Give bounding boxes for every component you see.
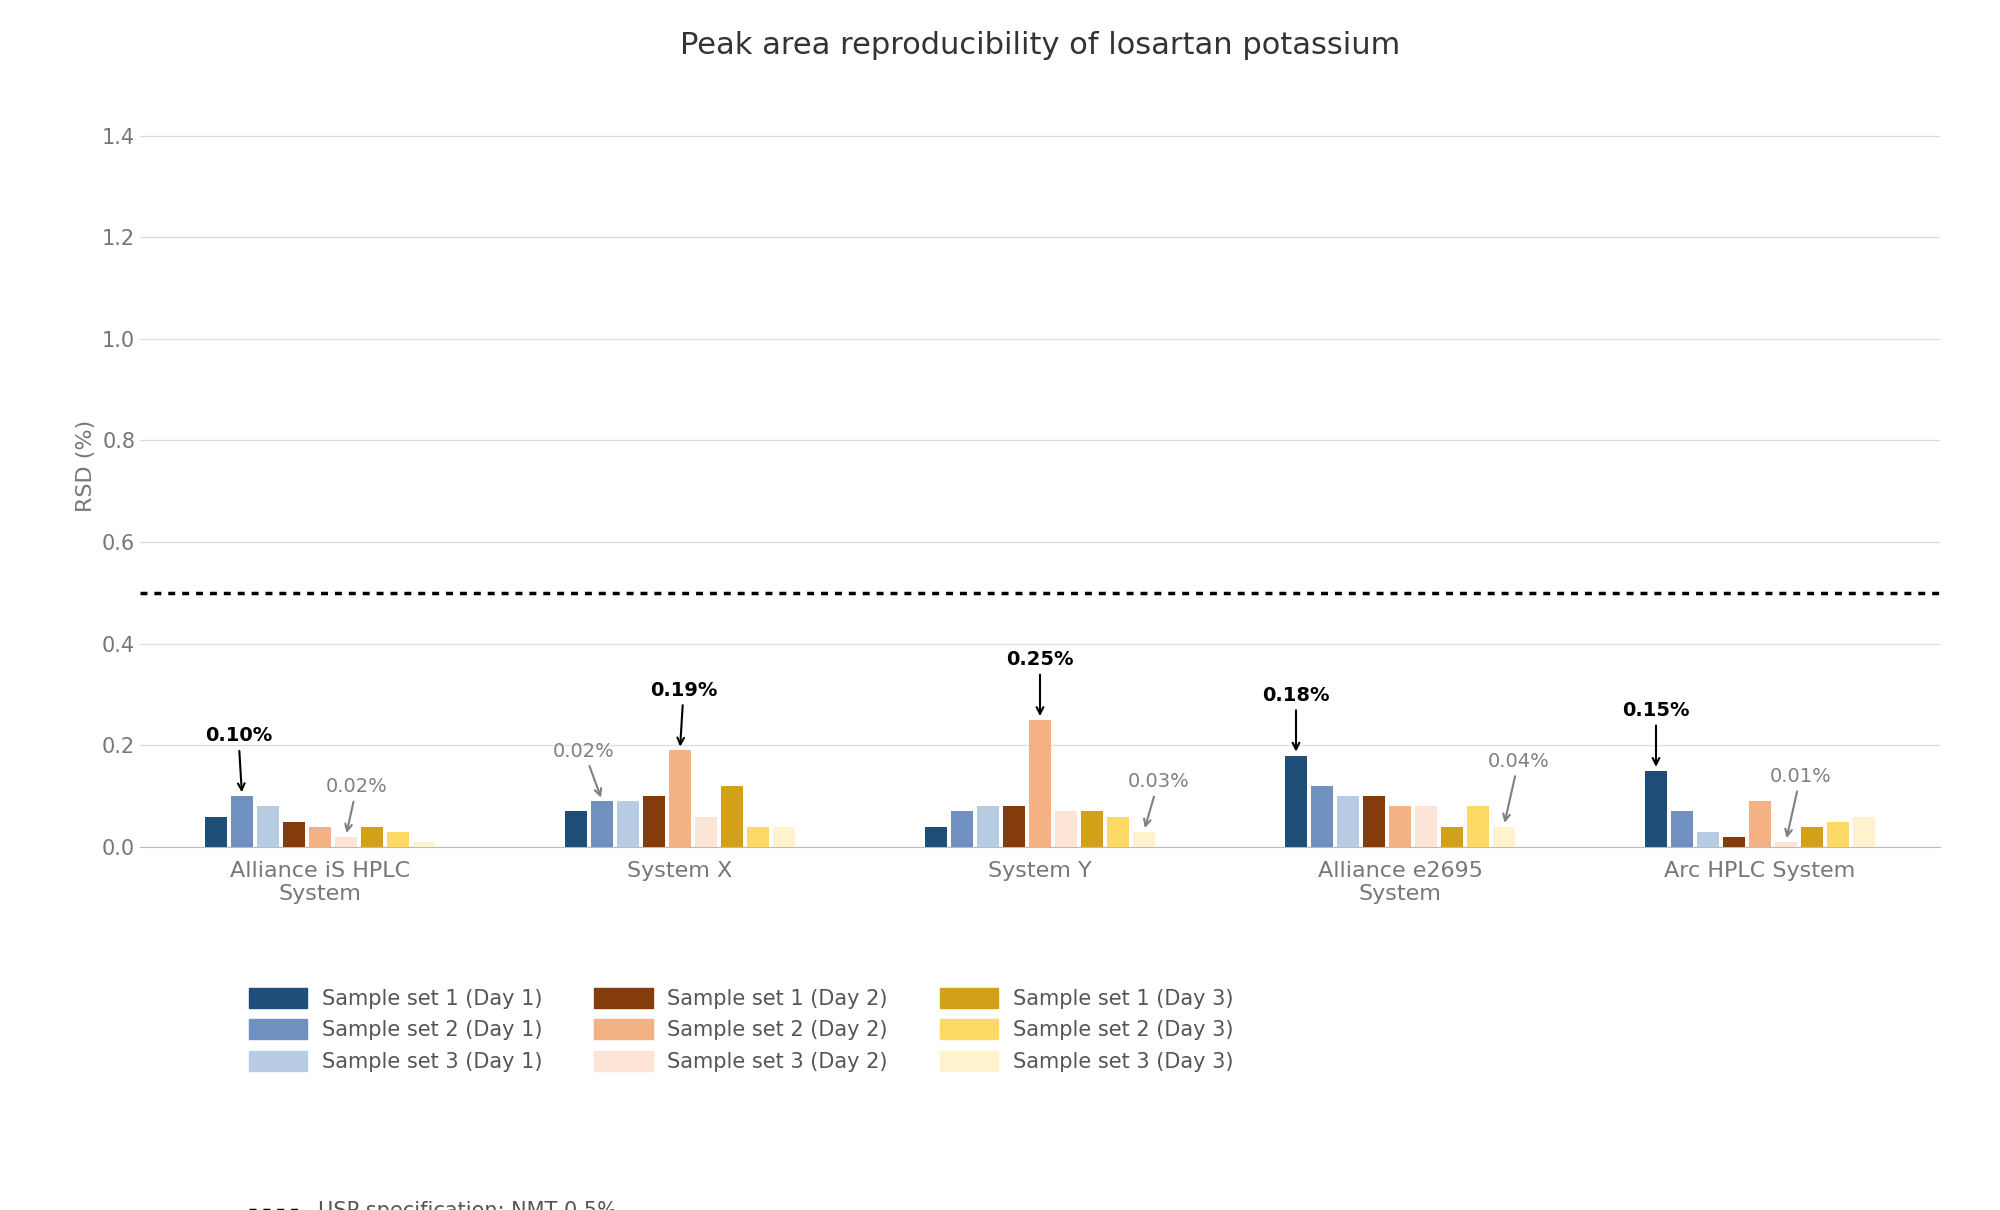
- Y-axis label: RSD (%): RSD (%): [76, 420, 96, 512]
- Bar: [1696, 831, 1720, 847]
- Bar: [1388, 806, 1412, 847]
- Bar: [1002, 806, 1026, 847]
- Bar: [564, 812, 588, 847]
- Bar: [976, 806, 1000, 847]
- Bar: [1362, 796, 1386, 847]
- Bar: [1310, 786, 1334, 847]
- Bar: [1644, 771, 1668, 847]
- Text: 0.03%: 0.03%: [1128, 772, 1190, 826]
- Bar: [1414, 806, 1438, 847]
- Bar: [412, 842, 436, 847]
- Bar: [282, 822, 306, 847]
- Bar: [1466, 806, 1490, 847]
- Legend: USP specification: NMT 0.5%: USP specification: NMT 0.5%: [240, 1193, 624, 1210]
- Bar: [694, 817, 718, 847]
- Text: 0.10%: 0.10%: [204, 726, 272, 790]
- Bar: [308, 826, 332, 847]
- Bar: [1826, 822, 1850, 847]
- Text: 0.19%: 0.19%: [650, 680, 718, 744]
- Bar: [1054, 812, 1078, 847]
- Title: Peak area reproducibility of losartan potassium: Peak area reproducibility of losartan po…: [680, 31, 1400, 60]
- Bar: [204, 817, 228, 847]
- Bar: [256, 806, 280, 847]
- Bar: [1336, 796, 1360, 847]
- Bar: [1440, 826, 1464, 847]
- Bar: [950, 812, 974, 847]
- Bar: [746, 826, 770, 847]
- Text: 0.01%: 0.01%: [1770, 767, 1832, 836]
- Bar: [1028, 720, 1052, 847]
- Bar: [924, 826, 948, 847]
- Text: 0.02%: 0.02%: [326, 777, 388, 831]
- Bar: [590, 801, 614, 847]
- Bar: [1670, 812, 1694, 847]
- Text: 0.18%: 0.18%: [1262, 686, 1330, 749]
- Bar: [772, 826, 796, 847]
- Bar: [360, 826, 384, 847]
- Bar: [1492, 826, 1516, 847]
- Bar: [616, 801, 640, 847]
- Bar: [1284, 755, 1308, 847]
- Bar: [1722, 837, 1746, 847]
- Bar: [1748, 801, 1772, 847]
- Bar: [386, 831, 410, 847]
- Text: 0.04%: 0.04%: [1488, 751, 1550, 820]
- Bar: [1774, 842, 1798, 847]
- Bar: [1106, 817, 1130, 847]
- Bar: [1132, 831, 1156, 847]
- Bar: [1080, 812, 1104, 847]
- Text: 0.25%: 0.25%: [1006, 650, 1074, 714]
- Bar: [720, 786, 744, 847]
- Bar: [642, 796, 666, 847]
- Bar: [668, 750, 692, 847]
- Bar: [334, 837, 358, 847]
- Text: 0.02%: 0.02%: [554, 742, 614, 795]
- Bar: [1852, 817, 1876, 847]
- Text: 0.15%: 0.15%: [1622, 701, 1690, 765]
- Bar: [230, 796, 254, 847]
- Bar: [1800, 826, 1824, 847]
